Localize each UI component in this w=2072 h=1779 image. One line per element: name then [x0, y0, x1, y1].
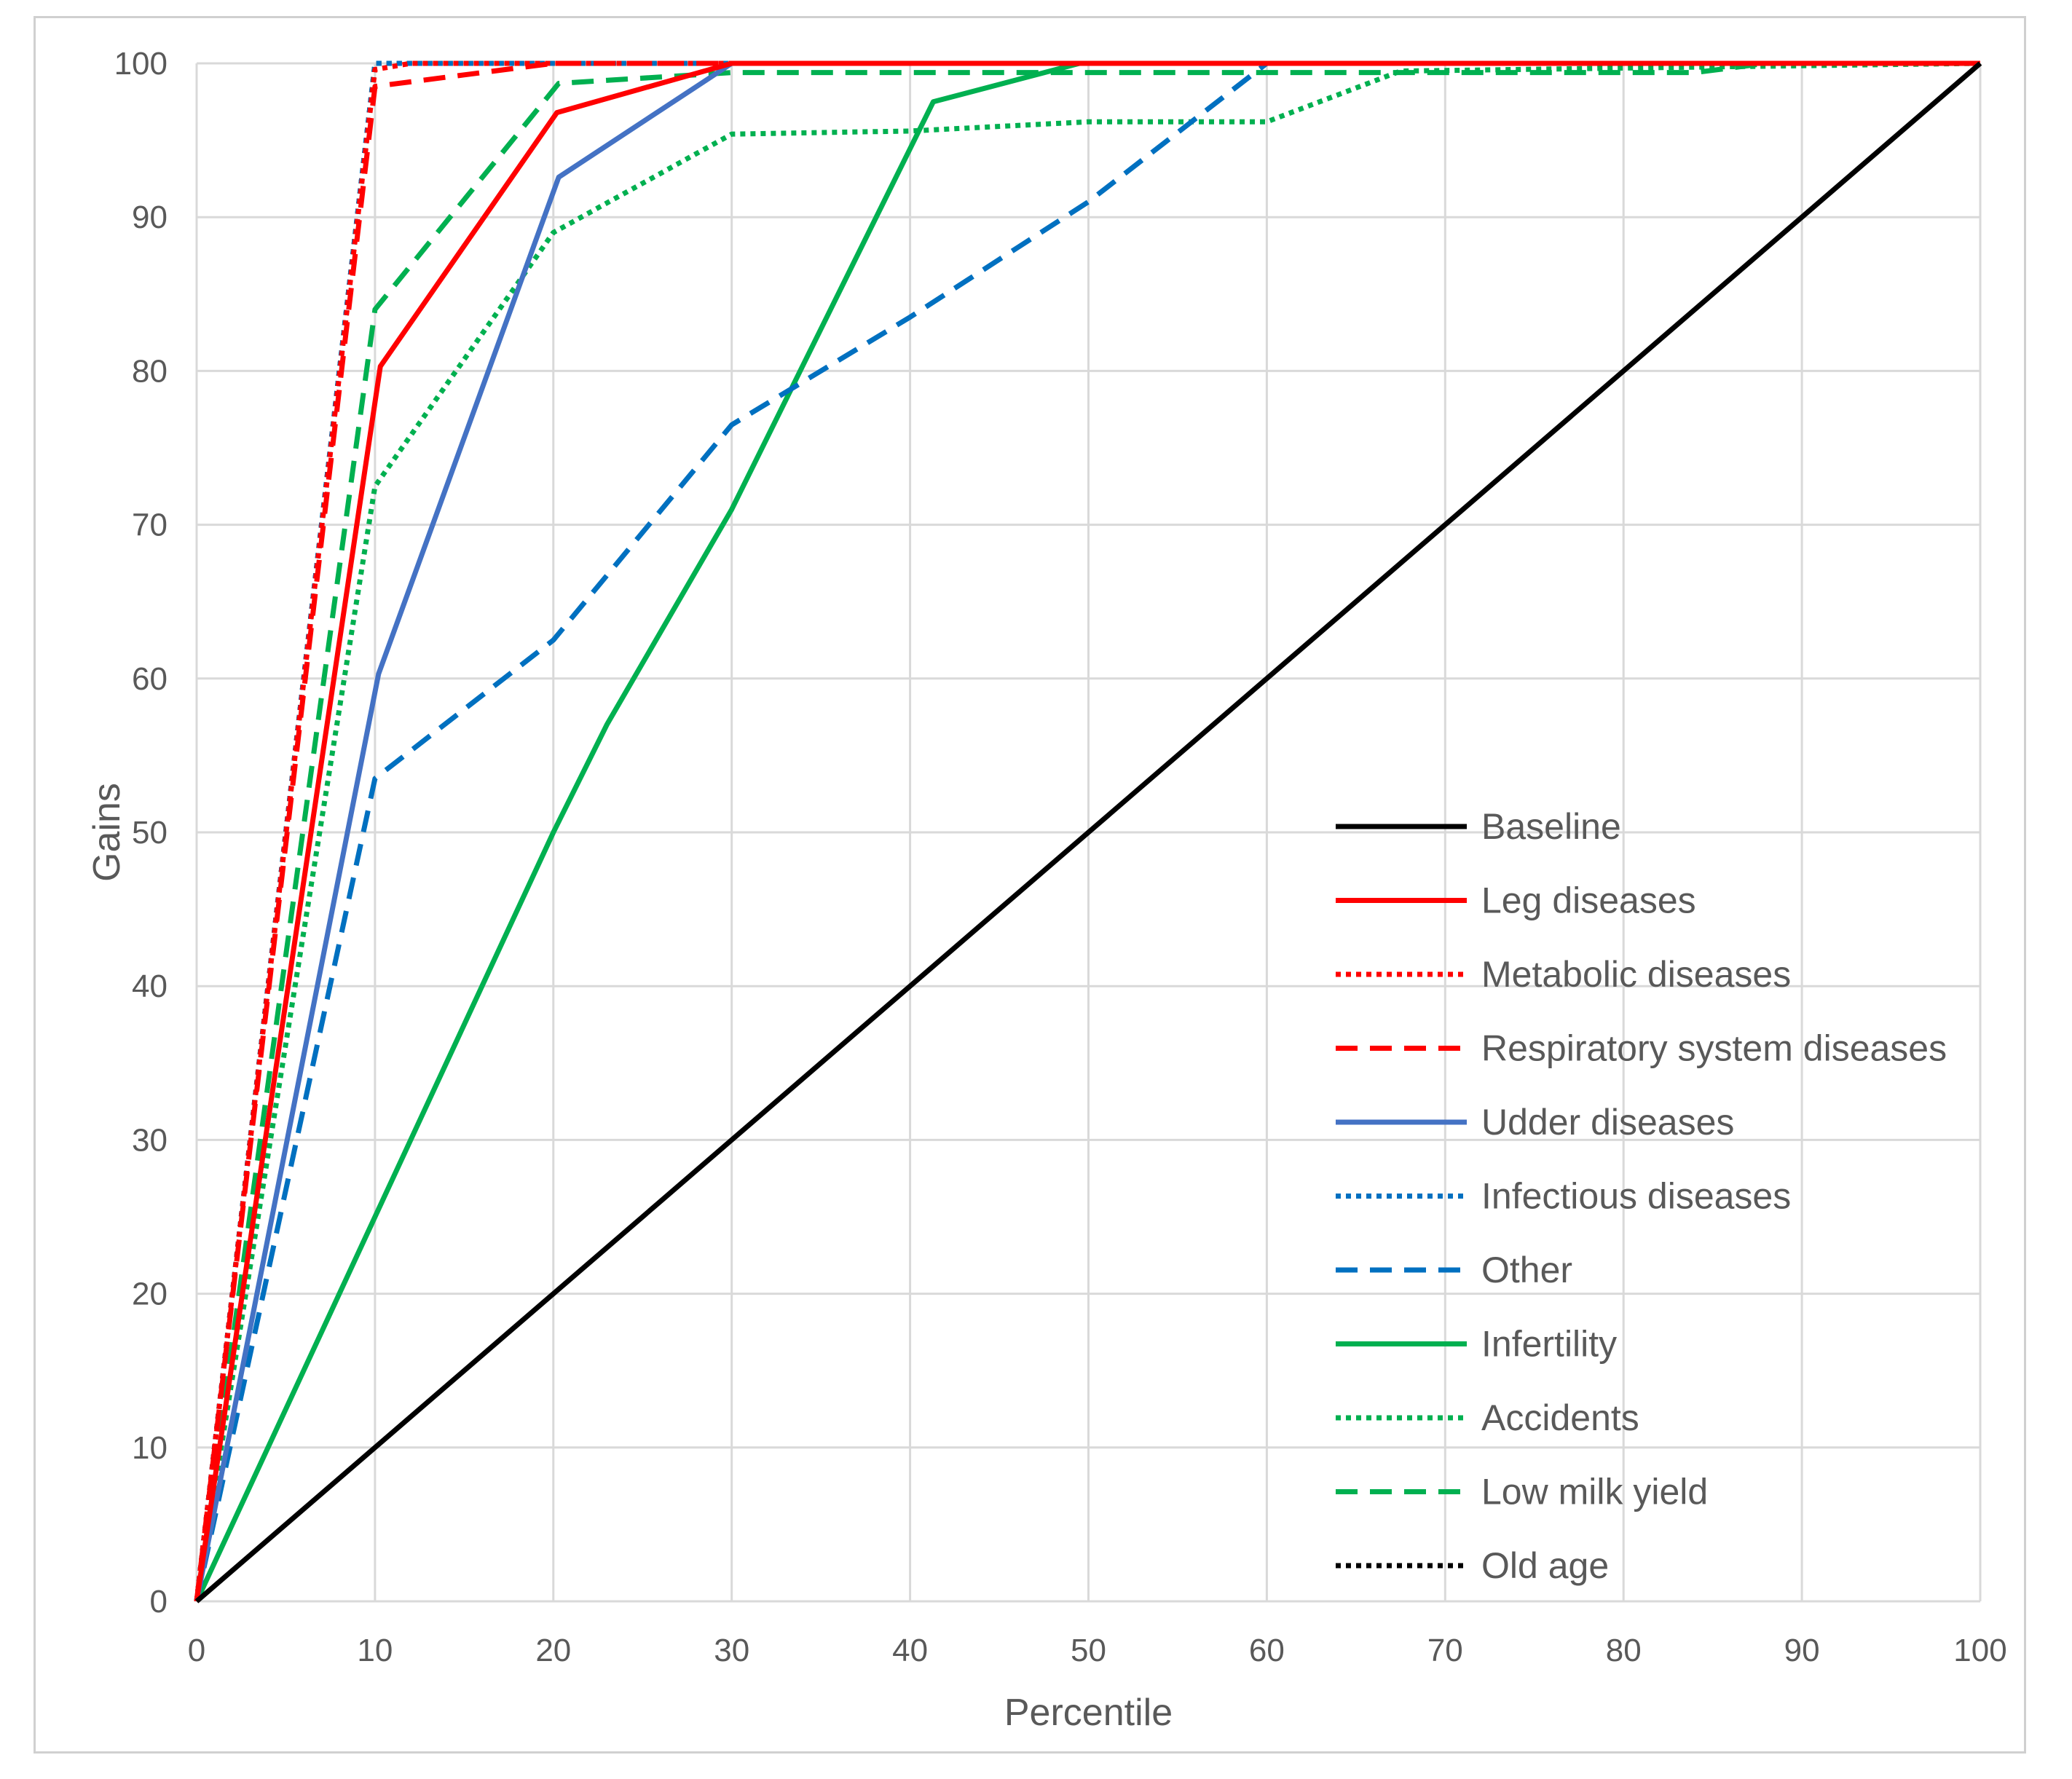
y-tick-label: 80 [132, 353, 168, 389]
legend-label: Respiratory system diseases [1481, 1028, 1947, 1069]
legend-label: Infectious diseases [1481, 1176, 1791, 1217]
series-line-leg-diseases [194, 60, 1980, 1602]
legend-label: Other [1481, 1250, 1572, 1290]
gains-chart: 0 10 20 30 40 50 60 70 80 90 100 0 10 20 30 40 50 60 70 80 9… [86, 46, 2007, 1734]
series-line-respiratory-system-diseases [194, 60, 1980, 1602]
y-tick-label: 20 [132, 1277, 168, 1312]
y-tick-label: 60 [132, 661, 168, 697]
series-lines [194, 60, 1982, 1604]
x-tick-label: 90 [1784, 1633, 1820, 1668]
y-tick-label: 90 [132, 200, 168, 235]
legend-label: Udder diseases [1481, 1102, 1734, 1143]
series-line-low-milk-yield [194, 60, 1980, 1602]
y-tick-label: 40 [132, 969, 168, 1004]
x-tick-label: 80 [1606, 1633, 1642, 1668]
x-tick-label: 0 [188, 1633, 205, 1668]
y-tick-label: 70 [132, 508, 168, 543]
x-tick-label: 70 [1427, 1633, 1463, 1668]
legend-label: Leg diseases [1481, 880, 1696, 921]
legend: Baseline Leg diseases Metabolic diseases Re… [1336, 806, 1947, 1586]
legend-label: Metabolic diseases [1481, 954, 1791, 995]
x-tick-label: 40 [892, 1633, 928, 1668]
x-tick-label: 50 [1071, 1633, 1106, 1668]
y-tick-label: 0 [150, 1584, 168, 1620]
chart-frame: 0 10 20 30 40 50 60 70 80 90 100 0 10 20 30 40 50 60 70 80 9… [34, 16, 2026, 1754]
y-tick-label: 50 [132, 815, 168, 851]
y-tick-label: 30 [132, 1122, 168, 1158]
series-line-accidents [194, 60, 1981, 1602]
y-axis-title: Gains [86, 783, 128, 882]
x-tick-label: 60 [1249, 1633, 1285, 1668]
x-tick-label: 30 [714, 1633, 749, 1668]
tick-labels: 0 10 20 30 40 50 60 70 80 90 100 0 10 20 30 40 50 60 70 80 9… [114, 46, 2007, 1668]
series-line-other [194, 60, 1980, 1602]
y-tick-label: 100 [114, 46, 168, 82]
x-axis-title: Percentile [1004, 1692, 1173, 1734]
x-tick-label: 20 [535, 1633, 571, 1668]
legend-label: Baseline [1481, 806, 1621, 847]
series-line-baseline [194, 61, 1982, 1604]
x-tick-label: 100 [1953, 1633, 2006, 1668]
legend-label: Low milk yield [1481, 1472, 1708, 1512]
x-tick-label: 10 [357, 1633, 393, 1668]
legend-label: Old age [1481, 1545, 1609, 1586]
y-tick-label: 10 [132, 1430, 168, 1466]
legend-label: Infertility [1481, 1324, 1617, 1365]
legend-label: Accidents [1481, 1397, 1639, 1438]
series-line-infertility [194, 60, 1980, 1603]
series-line-metabolic-diseases [194, 60, 1980, 1602]
